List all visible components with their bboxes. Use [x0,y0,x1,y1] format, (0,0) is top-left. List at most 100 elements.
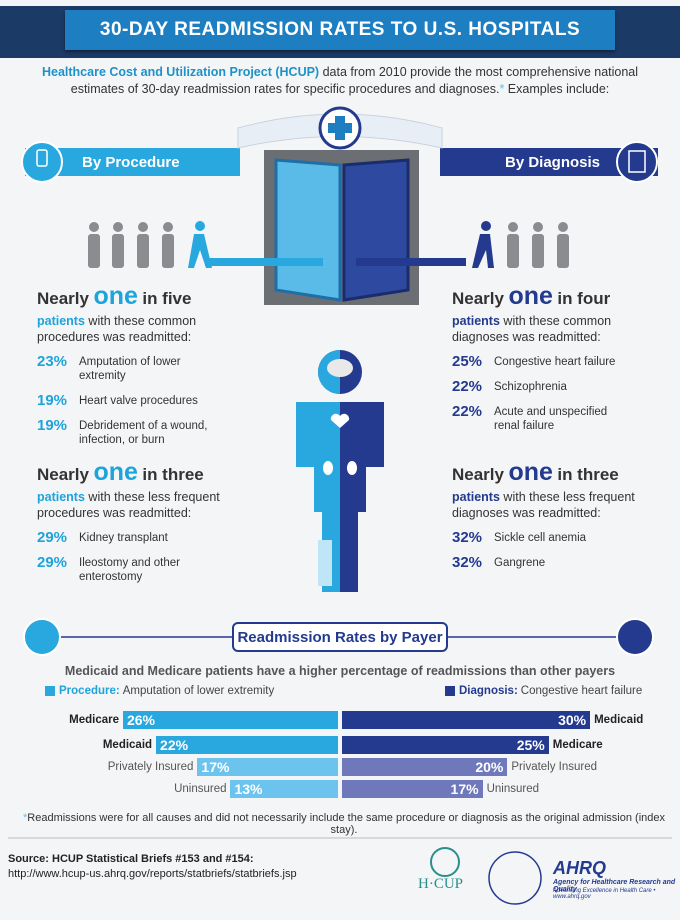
section-heading: Nearly one in three [452,458,652,487]
payer-title: Readmission Rates by Payer [232,622,448,652]
item-label: Acute and unspecified renal failure [494,406,608,432]
body-right [340,402,384,592]
list-item: 22% Schizophrenia [452,378,652,395]
arrow-out [356,258,466,266]
source: Source: HCUP Statistical Briefs #153 and… [8,852,297,882]
bar: 30% [342,711,591,729]
list-item: 29% Kidney transplant [37,529,237,546]
ahrq-tagline: Advancing Excellence in Health Care • ww… [553,888,656,900]
bar-label: 20% [475,759,504,775]
item-label: Debridement of a wound, infection, or bu… [79,420,208,446]
legend-text: Congestive heart failure [520,685,643,697]
section: Nearly one in four patients with these co… [452,282,652,444]
item-label: Heart valve procedures [79,395,198,407]
clipboard [628,150,646,173]
nearly: Nearly [452,465,504,484]
list-item: 23% Amputation of lower extremity [37,353,237,383]
rate: 22% [452,403,483,420]
one: one [508,282,553,310]
payer-label: Medicaid [102,739,153,751]
bar: 17% [342,780,483,798]
bar-label: 17% [201,759,230,775]
lead: patients with these less frequent diagno… [452,489,652,521]
bar: 22% [156,736,338,754]
one: one [508,458,553,486]
lead: patients with these common procedures wa… [37,313,237,345]
bar-label: 13% [234,781,263,797]
bar: 20% [342,758,508,776]
legend-swatch [445,686,455,696]
people-left [88,222,174,268]
list-item: 22% Acute and unspecified renal failure [452,403,652,433]
cross [328,116,352,140]
section-heading: Nearly one in three [37,458,237,487]
title: 30-DAY READMISSION RATES TO U.S. HOSPITA… [65,10,615,50]
legend-label: Procedure: [59,685,120,697]
payer-label: Medicare [552,739,603,751]
lead-text: with these less frequent diagnoses was r… [452,490,635,520]
legend-diagnosis: Diagnosis: Congestive heart failure [445,685,642,697]
bar-label: 30% [558,712,587,728]
legend-text: Amputation of lower extremity [122,685,275,697]
section: Nearly one in three patients with these l… [452,458,652,581]
nearly: Nearly [37,289,89,308]
lead-text: with these less frequent procedures was … [37,490,220,520]
people-right [507,222,569,268]
clipboard-icon [616,141,658,183]
rate: 23% [37,353,68,370]
asterisk: * [22,812,28,824]
list-item: 32% Gangrene [452,555,652,570]
asterisk: * [499,82,505,96]
kidney-left [323,461,333,475]
brain [327,359,353,377]
rate: 32% [452,529,483,546]
door-left [274,158,342,302]
fraction: in three [557,465,619,484]
lead-strong: patients [452,314,500,328]
bar: 13% [230,780,338,798]
rate: 22% [452,378,483,395]
rate: 25% [452,353,483,370]
source-line: Source: HCUP Statistical Briefs #153 and… [8,853,254,865]
item-label: Schizophrenia [494,381,567,393]
ahrq-full-name: Agency for Healthcare Research and Quali… [553,879,676,893]
arrow-in [205,258,323,266]
footnote: *Readmissions were for all causes and di… [14,812,674,836]
payer-label: Uninsured [486,783,539,795]
intro: Healthcare Cost and Utilization Project … [40,64,640,98]
lead-text: with these common procedures was readmit… [37,314,197,344]
payer-label: Uninsured [174,783,227,795]
source-url: http://www.hcup-us.ahrq.gov/reports/stat… [8,868,297,880]
bar: 17% [197,758,338,776]
item-label: Kidney transplant [79,532,168,544]
hhs-logo [488,851,542,905]
walker-right [472,221,494,268]
rate: 19% [37,392,68,409]
list-item: 29% Ileostomy and other enterostomy [37,555,237,584]
section: Nearly one in five patients with these co… [37,282,237,458]
payer-label: Privately Insured [511,761,598,773]
item-label: Sickle cell anemia [494,532,587,544]
list-item: 32% Sickle cell anemia [452,529,652,546]
door-right [342,158,410,302]
bar: 25% [342,736,549,754]
iv-icon [23,618,61,656]
legend-label: Diagnosis: [459,685,518,697]
clipboard-icon [616,618,654,656]
one: one [93,458,138,486]
diagnosis-heading: By Diagnosis [505,153,601,171]
heart [330,413,350,428]
fraction: in five [142,289,192,308]
intro-text: Examples include: [504,82,610,96]
item-label: Amputation of lower extremity [79,356,181,382]
lead-strong: patients [37,490,85,504]
lead-text: with these common diagnoses was readmitt… [452,314,612,344]
nearly: Nearly [37,465,89,484]
bar-label: 25% [516,737,545,753]
section-heading: Nearly one in five [37,282,237,311]
rate: 29% [37,529,68,546]
payer-label: Medicare [69,714,119,726]
bar-label: 26% [126,712,155,728]
section: Nearly one in three patients with these l… [37,458,237,595]
payer-subtitle: Medicaid and Medicare patients have a hi… [64,664,616,678]
